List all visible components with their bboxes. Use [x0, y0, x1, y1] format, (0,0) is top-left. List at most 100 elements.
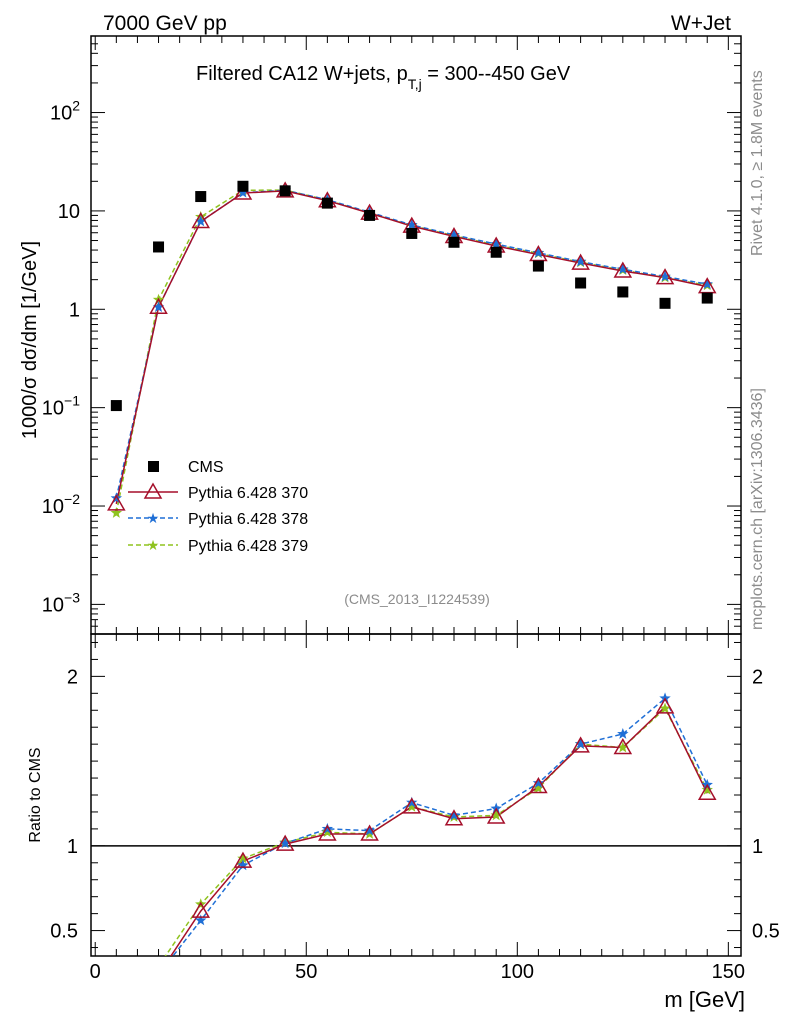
main-point-p370 — [613, 261, 633, 278]
ratio-point-p379 — [659, 702, 671, 714]
ratio-point-p378 — [448, 809, 460, 821]
main-point-p378 — [659, 270, 671, 282]
main-series — [107, 180, 717, 518]
ratio-point-p378 — [574, 738, 587, 750]
main-point-cms — [237, 180, 249, 192]
ratio-panel: 0.5 0.5 1 1 2 2 0 50 100 150 Ratio to CMS m [GeV… — [27, 633, 780, 1012]
ratio-point-p379 — [617, 741, 629, 753]
main-point-p370 — [529, 245, 548, 262]
main-point-p378 — [195, 215, 207, 227]
main-y-tick-label: 10−1 — [42, 393, 80, 420]
legend-item-p379: ★ Pythia 6.428 379 — [128, 537, 308, 555]
header-left: 7000 GeV pp — [103, 12, 227, 35]
x-axis-label: m [GeV] — [664, 987, 745, 1012]
x-tick-label: 100 — [501, 961, 534, 983]
header-right: W+Jet — [671, 12, 731, 35]
ratio-ticks — [91, 634, 741, 956]
ratio-y-tick-label: 0.5 — [50, 921, 78, 943]
main-point-cms — [701, 292, 713, 304]
main-point-cms — [153, 241, 165, 253]
x-tick-label: 50 — [295, 961, 317, 983]
legend-label-p379: Pythia 6.428 379 — [188, 538, 308, 555]
ratio-point-p378 — [617, 727, 629, 739]
ratio-point-p370 — [529, 777, 548, 794]
chart-title: Filtered CA12 W+jets, pT,j = 300--450 Ge… — [196, 63, 571, 92]
ratio-point-p370 — [233, 851, 253, 868]
ratio-frame — [90, 633, 742, 957]
ratio-point-p379 — [321, 826, 334, 838]
main-point-cms — [490, 246, 502, 258]
ratio-y-tick-label-right: 1 — [752, 836, 763, 858]
main-point-cms — [532, 260, 544, 272]
main-point-p378 — [574, 255, 587, 267]
main-point-p378 — [152, 301, 165, 313]
main-y-tick-label: 10−2 — [42, 491, 80, 518]
ratio-point-p370 — [655, 697, 675, 714]
ratio-point-p370 — [571, 736, 590, 753]
rivet-version: Rivet 4.1.0, ≥ 1.8M events — [749, 70, 766, 256]
ratio-point-p370 — [613, 738, 633, 755]
ratio-point-p370 — [402, 797, 422, 814]
main-point-cms — [575, 277, 587, 289]
title-rest: = 300--450 GeV — [422, 63, 571, 85]
x-tick-label: 150 — [712, 961, 745, 983]
main-point-p370 — [149, 297, 168, 314]
legend-marker-p378: ★ — [147, 510, 160, 526]
ratio-point-p370 — [486, 807, 506, 824]
ratio-y-tick-label: 2 — [67, 666, 78, 688]
ratio-point-p379 — [237, 852, 249, 864]
ratio-point-p379 — [532, 782, 545, 794]
main-ticks — [91, 35, 741, 635]
main-point-p378 — [110, 492, 123, 504]
ratio-point-p379 — [701, 783, 713, 795]
main-point-p378 — [448, 228, 460, 240]
ratio-point-p370 — [444, 809, 464, 826]
main-y-tick-label: 102 — [50, 98, 80, 125]
main-point-p378 — [532, 246, 545, 258]
ratio-point-p378 — [532, 777, 545, 788]
ratio-ylabel: Ratio to CMS — [27, 747, 44, 842]
ratio-series — [164, 692, 717, 956]
ratio-point-p370 — [697, 783, 717, 801]
main-point-p378 — [701, 278, 713, 290]
ratio-point-p379 — [363, 827, 376, 839]
ratio-point-p370 — [360, 824, 379, 841]
main-point-p370 — [107, 494, 126, 511]
ratio-point-p378 — [406, 796, 418, 808]
ratio-point-p378 — [279, 837, 291, 849]
main-panel: 10−3 10−2 10−1 1 10 102 Filtered CA12 W+jets,… — [19, 35, 742, 635]
analysis-watermark: (CMS_2013_I1224539) — [344, 591, 490, 607]
legend-item-p370: Pythia 6.428 370 — [128, 482, 308, 502]
ratio-y-tick-label: 1 — [67, 836, 78, 858]
title-main: Filtered CA12 W+jets, p — [196, 63, 408, 85]
ratio-y-tick-label-right: 2 — [752, 666, 763, 688]
legend-item-p378: ★ Pythia 6.428 378 — [128, 510, 308, 528]
main-point-cms — [448, 236, 460, 248]
ratio-point-p378 — [237, 859, 249, 871]
main-point-p378 — [617, 263, 629, 275]
main-point-p378 — [406, 218, 418, 230]
ratio-line-p379 — [164, 707, 708, 956]
x-tick-labels: 0 50 100 150 — [90, 961, 745, 983]
ratio-point-p370 — [275, 834, 295, 851]
main-y-tick-label: 1 — [69, 299, 80, 321]
main-point-p379 — [110, 506, 123, 518]
legend-item-cms: CMS — [148, 459, 224, 476]
legend-marker-p370 — [143, 482, 163, 499]
ratio-y-tick-label-right: 0.5 — [752, 921, 780, 943]
ratio-point-p378 — [363, 824, 376, 836]
main-point-p370 — [233, 183, 253, 200]
main-ylabel: 1000/σ dσ/dm [1/GeV] — [19, 241, 41, 439]
ratio-point-p370 — [191, 901, 211, 918]
main-point-p370 — [655, 268, 675, 285]
ratio-point-p378 — [321, 822, 334, 834]
main-point-cms — [279, 185, 291, 197]
mcplots-credit: mcplots.cern.ch [arXiv:1306.3436] — [749, 388, 766, 630]
x-tick-label: 0 — [90, 961, 101, 983]
main-point-cms — [617, 286, 629, 298]
legend-label-p370: Pythia 6.428 370 — [188, 485, 308, 502]
main-point-cms — [406, 227, 418, 239]
main-point-p378 — [237, 186, 249, 198]
main-point-cms — [321, 197, 333, 209]
